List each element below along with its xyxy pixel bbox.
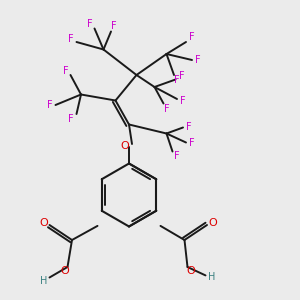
Text: F: F xyxy=(87,19,93,29)
Text: F: F xyxy=(174,75,180,85)
Text: F: F xyxy=(186,122,192,133)
Text: F: F xyxy=(111,21,117,31)
Text: F: F xyxy=(195,55,201,65)
Text: F: F xyxy=(174,151,180,161)
Text: F: F xyxy=(180,95,186,106)
Text: F: F xyxy=(179,71,184,81)
Text: F: F xyxy=(68,113,74,124)
Text: O: O xyxy=(40,218,49,229)
Text: O: O xyxy=(186,266,195,276)
Text: H: H xyxy=(40,275,47,286)
Text: F: F xyxy=(63,65,69,76)
Text: H: H xyxy=(208,272,215,282)
Text: O: O xyxy=(120,140,129,151)
Text: F: F xyxy=(164,104,169,114)
Text: O: O xyxy=(208,218,217,229)
Text: F: F xyxy=(189,137,195,148)
Text: O: O xyxy=(60,266,69,276)
Text: F: F xyxy=(189,32,194,43)
Text: F: F xyxy=(68,34,73,44)
Text: F: F xyxy=(47,100,52,110)
